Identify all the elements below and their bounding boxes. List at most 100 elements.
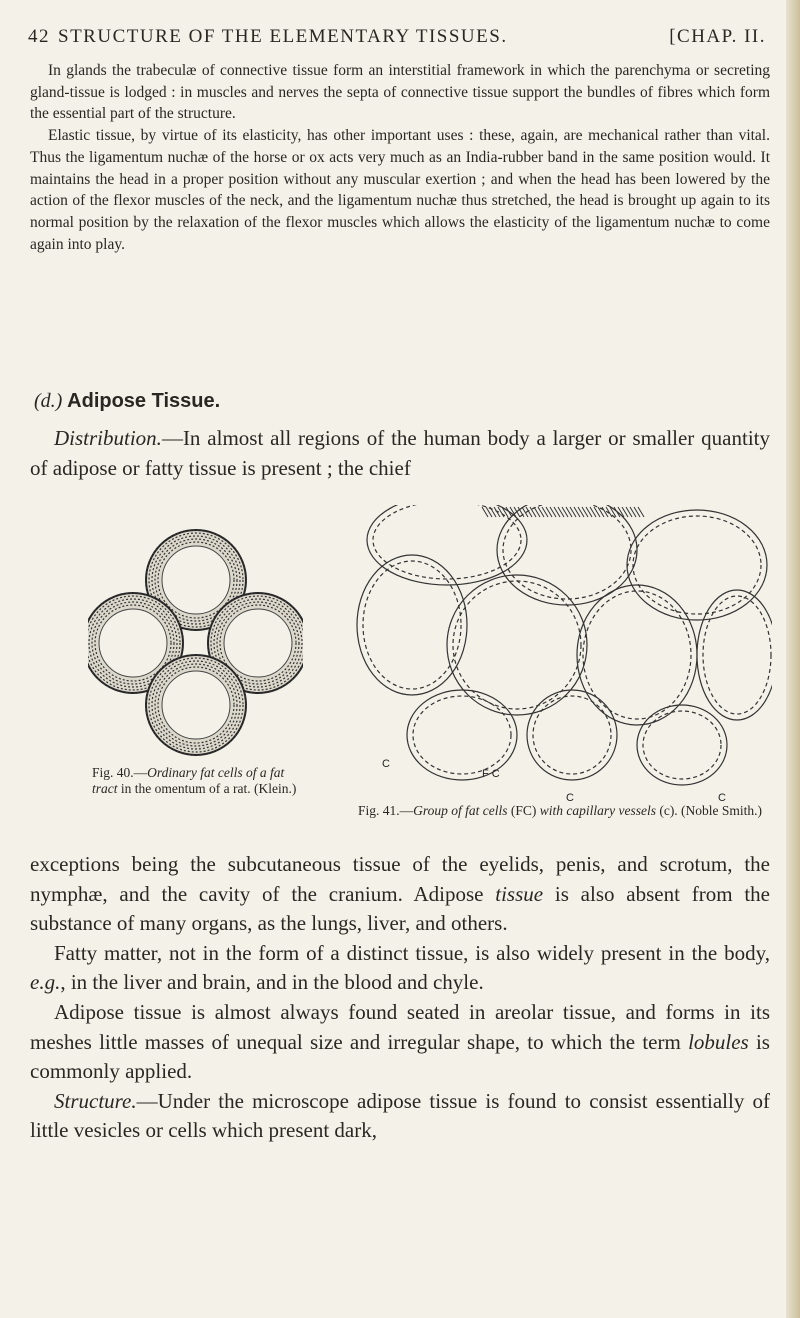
drawing-stroke: [609, 506, 617, 518]
chapter-label: [CHAP. II.: [669, 26, 766, 47]
drawing-stroke: [406, 689, 518, 781]
drawing-stroke: [489, 506, 497, 518]
drawing-stroke: [696, 589, 772, 721]
drawing-stroke: [452, 580, 582, 710]
drawing-stroke: [626, 509, 768, 621]
drawing-stroke: [526, 689, 618, 781]
text: (FC): [507, 803, 540, 818]
drawing-stroke: [513, 506, 521, 518]
italic-text: Structure.: [54, 1088, 137, 1113]
figure-label: C: [382, 758, 390, 770]
drawing-stroke: [502, 505, 632, 600]
drawing-stroke: [573, 506, 581, 518]
italic-text: tissue: [495, 881, 544, 906]
drawing-stroke: [593, 506, 601, 518]
section-label: (d.): [34, 390, 63, 412]
figure-label: C: [566, 792, 574, 804]
drawing-stroke: [532, 695, 612, 775]
drawing-stroke: [154, 663, 238, 747]
drawing-stroke: [223, 608, 293, 678]
drawing-stroke: [493, 506, 501, 518]
drawing-stroke: [210, 595, 303, 691]
drawing-stroke: [525, 506, 533, 518]
drawing-stroke: [533, 506, 541, 518]
figure-caption: Fig. 40.—Ordinary fat cells of a fat tra…: [92, 765, 307, 797]
drawing-stroke: [94, 604, 172, 682]
drawing-stroke: [148, 657, 244, 753]
drawing-stroke: [151, 660, 241, 750]
page-edge: [786, 0, 800, 1318]
drawing-stroke: [702, 595, 772, 715]
text: , in the liver and brain, and in the blo…: [60, 970, 484, 995]
text: is commonly applied.: [30, 1029, 770, 1084]
text: In glands the trabeculæ of connective ti…: [30, 62, 770, 123]
drawing-stroke: [161, 670, 231, 740]
drawing-stroke: [148, 532, 244, 628]
paragraph: exceptions being the subcutaneous tissue…: [30, 850, 770, 939]
text: Fig. 41.—: [357, 803, 414, 818]
italic-text: Group of fat cells: [413, 803, 508, 818]
page-number: 42: [28, 26, 50, 47]
drawing-stroke: [501, 506, 509, 518]
italic-text: with capillary vessels: [539, 803, 656, 818]
section-title: Adipose Tissue.: [67, 390, 221, 412]
drawing-stroke: [219, 604, 297, 682]
drawing-stroke: [216, 601, 300, 685]
drawing-stroke: [529, 506, 537, 518]
paragraph: Adipose tissue is almost always found se…: [30, 998, 770, 1087]
drawing-stroke: [597, 506, 605, 518]
drawing-stroke: [577, 506, 585, 518]
drawing-stroke: [582, 590, 692, 720]
drawing-stroke: [642, 710, 722, 780]
drawing-stroke: [88, 595, 181, 691]
paragraph: Distribution.—In almost all regions of t…: [30, 424, 770, 483]
drawing-stroke: [537, 506, 545, 518]
italic-text: lobules: [688, 1029, 749, 1054]
drawing-stroke: [633, 506, 641, 518]
drawing-stroke: [157, 541, 235, 619]
drawing-stroke: [485, 506, 493, 518]
drawing-stroke: [517, 506, 525, 518]
drawing-stroke: [366, 505, 528, 586]
drawing-stroke: [213, 598, 303, 688]
drawing-stroke: [509, 506, 517, 518]
drawing-stroke: [91, 601, 175, 685]
running-title: STRUCTURE OF THE ELEMENTARY TISSUES.: [58, 26, 508, 47]
drawing-stroke: [625, 506, 633, 518]
figure-41-drawing: C F C C C: [352, 505, 772, 804]
drawing-stroke: [617, 506, 625, 518]
paragraph: Elastic tissue, by virtue of its elastic…: [30, 125, 770, 255]
italic-text: Ordinary fat cells of a fat tract: [92, 765, 285, 796]
text: —Under the microscope adipose tissue is …: [30, 1088, 770, 1143]
drawing-stroke: [207, 592, 303, 694]
text: (c). (Noble Smith.): [655, 803, 763, 818]
drawing-stroke: [88, 598, 178, 688]
italic-text: Distribution.: [54, 426, 162, 450]
drawing-stroke: [151, 535, 241, 625]
drawing-stroke: [372, 505, 522, 580]
drawing-stroke: [557, 506, 565, 518]
paragraph: In glands the trabeculæ of connective ti…: [30, 60, 770, 125]
drawing-stroke: [356, 554, 468, 696]
drawing-stroke: [565, 506, 573, 518]
drawing-stroke: [145, 529, 247, 631]
drawing-stroke: [605, 506, 613, 518]
drawing-stroke: [569, 506, 577, 518]
drawing-stroke: [561, 506, 569, 518]
paragraph: Structure.—Under the microscope adipose …: [30, 1087, 770, 1146]
figure-label: F C: [482, 768, 500, 780]
text: in the omentum of a rat. (Klein.): [117, 781, 297, 796]
figure-40-drawing: [88, 529, 303, 756]
text: Fig. 40.—: [92, 765, 148, 780]
drawing-stroke: [505, 506, 513, 518]
text: —In almost all regions of the human body…: [30, 426, 770, 480]
text-block: In glands the trabeculæ of connective ti…: [30, 60, 770, 255]
drawing-stroke: [632, 515, 762, 615]
text: Elastic tissue, by virtue of its elastic…: [30, 127, 770, 253]
drawing-stroke: [621, 506, 629, 518]
drawing-stroke: [161, 545, 231, 615]
drawing-stroke: [88, 592, 184, 694]
text: exceptions being the subcutaneous tissue…: [30, 852, 770, 906]
text: is also absent from the substance of man…: [30, 881, 770, 936]
